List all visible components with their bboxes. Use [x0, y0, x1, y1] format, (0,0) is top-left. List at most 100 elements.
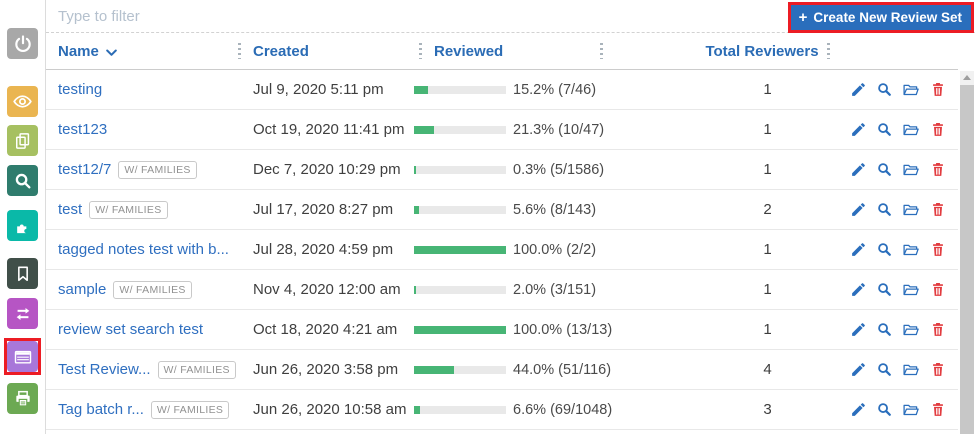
edit-pencil-icon[interactable] — [849, 401, 867, 419]
vertical-scrollbar[interactable] — [960, 71, 974, 434]
delete-trash-icon[interactable] — [929, 361, 947, 379]
scrollbar-thumb[interactable] — [960, 85, 974, 434]
edit-pencil-icon[interactable] — [849, 121, 867, 139]
sidebar-item-search[interactable] — [7, 165, 38, 196]
column-resize-handle[interactable] — [826, 43, 830, 59]
search-review-set-icon[interactable] — [876, 81, 894, 99]
column-header-total-reviewers[interactable]: Total Reviewers — [705, 42, 819, 60]
review-set-name-link[interactable]: Test Review... — [58, 361, 151, 378]
row-actions — [849, 201, 947, 219]
filter-bar: + Create New Review Set — [46, 0, 975, 33]
search-review-set-icon[interactable] — [876, 281, 894, 299]
edit-pencil-icon[interactable] — [849, 281, 867, 299]
open-folder-icon[interactable] — [902, 361, 920, 379]
search-review-set-icon[interactable] — [876, 241, 894, 259]
delete-trash-icon[interactable] — [929, 201, 947, 219]
delete-trash-icon[interactable] — [929, 241, 947, 259]
search-review-set-icon[interactable] — [876, 321, 894, 339]
created-cell: Nov 4, 2020 12:00 am — [253, 281, 414, 298]
scrollbar-up-arrow-icon[interactable] — [963, 75, 971, 80]
total-reviewers-count: 4 — [763, 361, 772, 378]
review-progress-fill — [414, 285, 416, 294]
column-resize-handle[interactable] — [419, 43, 422, 59]
open-folder-icon[interactable] — [902, 81, 920, 99]
reviewed-cell: 15.2% (7/46) — [414, 82, 686, 98]
created-date: Nov 4, 2020 12:00 am — [253, 281, 401, 298]
row-actions — [849, 401, 947, 419]
open-folder-icon[interactable] — [902, 121, 920, 139]
delete-trash-icon[interactable] — [929, 401, 947, 419]
open-folder-icon[interactable] — [902, 321, 920, 339]
delete-trash-icon[interactable] — [929, 321, 947, 339]
review-set-name-link[interactable]: test — [58, 201, 83, 218]
families-badge: W/ FAMILIES — [118, 160, 197, 179]
families-badge: W/ FAMILIES — [150, 400, 230, 419]
sidebar-item-integrations[interactable] — [7, 210, 38, 241]
review-set-name-link[interactable]: tagged notes test with b... — [58, 241, 229, 258]
sort-desc-chevron-icon[interactable] — [106, 49, 117, 57]
review-set-name-link[interactable]: test12/7 — [58, 161, 112, 178]
column-header-created[interactable]: Created — [253, 42, 309, 60]
review-progress-label: 100.0% (2/2) — [513, 241, 597, 258]
copy-pages-icon — [15, 132, 29, 149]
sidebar-item-print[interactable] — [7, 383, 38, 414]
annotation-highlight-review-sets — [4, 338, 41, 375]
families-badge: W/ FAMILIES — [89, 200, 168, 219]
puzzle-icon — [16, 224, 26, 233]
open-folder-icon[interactable] — [902, 161, 920, 179]
column-resize-handle[interactable] — [600, 43, 604, 59]
delete-trash-icon[interactable] — [929, 81, 947, 99]
search-review-set-icon[interactable] — [876, 361, 894, 379]
edit-pencil-icon[interactable] — [849, 161, 867, 179]
power-button[interactable] — [7, 28, 38, 59]
search-review-set-icon[interactable] — [876, 161, 894, 179]
edit-pencil-icon[interactable] — [849, 201, 867, 219]
delete-trash-icon[interactable] — [929, 281, 947, 299]
column-header-total-reviewers-cell: Total Reviewers — [686, 43, 849, 60]
power-icon — [14, 34, 31, 52]
review-progress-label: 15.2% (7/46) — [513, 81, 597, 98]
edit-pencil-icon[interactable] — [849, 321, 867, 339]
search-review-set-icon[interactable] — [876, 401, 894, 419]
review-progress-label: 6.6% (69/1048) — [513, 401, 613, 418]
review-set-name-link[interactable]: review set search test — [58, 321, 204, 338]
open-folder-icon[interactable] — [902, 201, 920, 219]
name-cell: test123 — [46, 121, 253, 138]
review-progress-label: 21.3% (10/47) — [513, 121, 605, 138]
search-review-set-icon[interactable] — [876, 201, 894, 219]
review-set-name-link[interactable]: testing — [58, 81, 103, 98]
table-row: test123 Oct 19, 2020 11:41 pm 21.3% (10/… — [46, 110, 958, 150]
review-progress-fill — [414, 125, 434, 134]
sidebar-item-bookmarks[interactable] — [7, 258, 38, 289]
table-row: Test Review... W/ FAMILIES Jun 26, 2020 … — [46, 350, 958, 390]
sidebar-item-view[interactable] — [7, 86, 38, 117]
edit-pencil-icon[interactable] — [849, 241, 867, 259]
reviewed-cell: 0.3% (5/1586) — [414, 162, 686, 178]
column-resize-handle[interactable] — [238, 43, 241, 59]
sidebar-item-duplicates[interactable] — [7, 125, 38, 156]
name-cell: testing — [46, 81, 253, 98]
review-set-name-link[interactable]: sample — [58, 281, 107, 298]
created-cell: Jun 26, 2020 10:58 am — [253, 401, 414, 418]
open-folder-icon[interactable] — [902, 241, 920, 259]
eye-icon — [13, 95, 32, 108]
column-header-name[interactable]: Name — [58, 42, 99, 60]
sidebar-item-review-sets[interactable] — [7, 341, 38, 372]
created-date: Jul 28, 2020 4:59 pm — [253, 241, 394, 258]
create-button-label: Create New Review Set — [813, 10, 962, 25]
open-folder-icon[interactable] — [902, 281, 920, 299]
filter-input[interactable] — [46, 7, 466, 25]
table-row: review set search test Oct 18, 2020 4:21… — [46, 310, 958, 350]
sidebar-item-transfer[interactable] — [7, 298, 38, 329]
review-set-name-link[interactable]: test123 — [58, 121, 108, 138]
delete-trash-icon[interactable] — [929, 121, 947, 139]
column-header-reviewed[interactable]: Reviewed — [434, 42, 504, 60]
total-reviewers-cell: 4 — [686, 361, 849, 378]
edit-pencil-icon[interactable] — [849, 81, 867, 99]
review-set-name-link[interactable]: Tag batch r... — [58, 401, 144, 418]
delete-trash-icon[interactable] — [929, 161, 947, 179]
search-review-set-icon[interactable] — [876, 121, 894, 139]
open-folder-icon[interactable] — [902, 401, 920, 419]
create-new-review-set-button[interactable]: + Create New Review Set — [790, 5, 971, 30]
edit-pencil-icon[interactable] — [849, 361, 867, 379]
